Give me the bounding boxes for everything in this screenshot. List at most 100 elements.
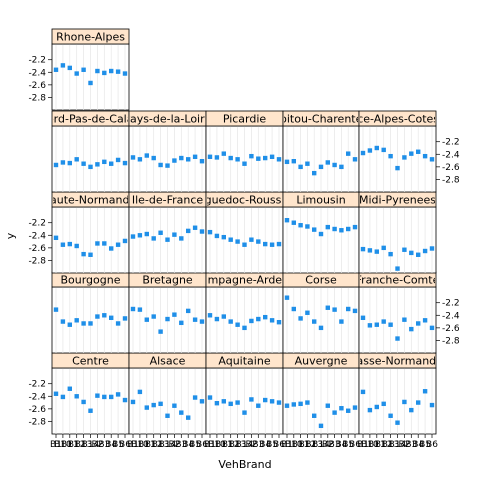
point-midi-pyrenees-B12: [381, 245, 386, 251]
x-tick-label-B2: B2: [168, 440, 180, 450]
y-tick-label: -2.4: [442, 150, 460, 160]
point-rhone-alpes-B2: [95, 68, 100, 74]
point-provence-alpes-cotes-dazur-B14: [395, 165, 400, 171]
x-tick-label-B12: B12: [375, 440, 393, 450]
panel-limousin: Limousin: [282, 191, 360, 274]
x-tick-label-B13: B13: [229, 440, 247, 450]
point-franche-comte-B4: [416, 321, 421, 326]
point-franche-comte-B12: [381, 319, 386, 324]
x-tick-label-B4: B4: [412, 440, 424, 450]
point-pays-de-la-loire-B12: [151, 155, 156, 161]
strip-label-alsace: Alsace: [150, 355, 186, 368]
point-franche-comte-B5: [422, 318, 428, 323]
point-pays-de-la-loire-B13: [158, 162, 163, 168]
x-tick-label-B1: B1: [281, 440, 293, 450]
point-champagne-ardenne-B2: [249, 318, 254, 324]
point-pays-de-la-loire-B3: [179, 155, 184, 161]
point-midi-pyrenees-B13: [388, 251, 393, 257]
y-tick-label: -2.6: [28, 81, 46, 91]
point-bourgogne-B14: [88, 321, 93, 326]
point-limousin-B5: [346, 226, 351, 232]
point-aquitaine-B12: [228, 401, 233, 407]
point-pays-de-la-loire-B11: [144, 153, 149, 158]
x-tick-label-B14: B14: [236, 440, 254, 450]
point-aquitaine-B13: [235, 400, 240, 405]
point-provence-alpes-cotes-dazur-B4: [416, 149, 421, 154]
point-languedoc-roussillon-B4: [263, 241, 268, 247]
point-alsace-B1: [130, 399, 136, 405]
y-tick-label: -2.8: [28, 417, 46, 427]
point-aquitaine-B2: [249, 397, 254, 402]
point-picardie-B4: [263, 155, 268, 161]
point-alsace-B3: [179, 410, 184, 415]
x-tick-label-B1: B1: [127, 440, 139, 450]
point-provence-alpes-cotes-dazur-B5: [422, 153, 428, 159]
point-corse-B2: [325, 305, 330, 310]
strip-label-picardie: Picardie: [223, 113, 267, 126]
point-languedoc-roussillon-B11: [221, 234, 226, 240]
panel-bretagne: Bretagne: [128, 271, 207, 354]
point-bourgogne-B13: [81, 321, 86, 326]
point-languedoc-roussillon-B3: [256, 239, 261, 244]
point-poitou-charentes-B11: [298, 164, 303, 170]
point-languedoc-roussillon-B1: [207, 229, 213, 235]
point-picardie-B12: [228, 155, 233, 161]
y-tick-label: -2.4: [28, 68, 46, 78]
y-tick-label: -2.2: [28, 56, 46, 66]
x-tick-label-B4: B4: [105, 440, 117, 450]
x-tick-label-B13: B13: [305, 440, 323, 450]
panel-picardie: Picardie: [205, 110, 284, 193]
point-poitou-charentes-B10: [291, 159, 296, 164]
point-haute-normandie-B10: [60, 242, 66, 247]
strip-label-champagne-ardenne: Champagne-Ardenne: [186, 274, 303, 287]
y-tick-label: -2.4: [28, 392, 46, 402]
point-poitou-charentes-B3: [332, 162, 337, 168]
point-picardie-B14: [242, 161, 247, 166]
point-alsace-B11: [144, 405, 149, 410]
point-champagne-ardenne-B10: [214, 316, 220, 322]
panel-aquitaine: Aquitaine: [205, 352, 284, 435]
panel-centre: Centre: [51, 352, 130, 435]
x-tick-label-B11: B11: [368, 440, 386, 450]
point-midi-pyrenees-B11: [374, 249, 379, 254]
strip-label-provence-alpes-cotes-dazur: Provence-Alpes-Cotes-Dazur: [320, 113, 476, 126]
point-ile-de-france-B2: [172, 232, 177, 237]
point-centre-B10: [60, 394, 66, 400]
y-tick-label: -2.2: [442, 138, 460, 148]
point-basse-normandie-B11: [374, 404, 379, 410]
point-alsace-B12: [151, 402, 156, 408]
panel-languedoc-roussillon: Languedoc-Roussillon: [205, 191, 284, 274]
y-tick-label: -2.6: [28, 244, 46, 254]
x-tick-label-B10: B10: [54, 440, 72, 450]
y-tick-label: -2.6: [28, 405, 46, 415]
point-pays-de-la-loire-B5: [192, 154, 198, 159]
point-rhone-alpes-B13: [81, 67, 86, 72]
point-aquitaine-B6: [276, 400, 282, 405]
point-auvergne-B2: [325, 403, 330, 408]
point-bretagne-B5: [192, 317, 198, 322]
point-rhone-alpes-B6: [122, 71, 128, 76]
point-poitou-charentes-B14: [318, 164, 324, 170]
y-tick-label: -2.6: [442, 324, 460, 334]
point-corse-B1: [284, 295, 290, 300]
point-languedoc-roussillon-B2: [249, 237, 254, 242]
point-bourgogne-B11: [67, 322, 72, 327]
point-picardie-B13: [235, 157, 240, 162]
point-auvergne-B3: [332, 410, 337, 415]
point-corse-B14: [318, 325, 324, 331]
x-tick-label-B14: B14: [159, 440, 177, 450]
point-auvergne-B5: [346, 408, 351, 413]
point-centre-B11: [67, 386, 72, 391]
point-pays-de-la-loire-B14: [165, 163, 170, 168]
point-ile-de-france-B13: [158, 230, 163, 235]
x-tick-label-B4: B4: [182, 440, 194, 450]
point-poitou-charentes-B6: [352, 157, 358, 162]
axes-layer: -2.2-2.4-2.6-2.8B1B10B11B12B13B14B2B3B4B…: [28, 56, 459, 450]
strip-label-bretagne: Bretagne: [142, 274, 193, 287]
point-bretagne-B13: [158, 329, 163, 334]
point-picardie-B10: [214, 155, 220, 160]
point-poitou-charentes-B13: [312, 170, 317, 176]
point-champagne-ardenne-B4: [263, 314, 268, 320]
x-tick-label-B12: B12: [222, 440, 240, 450]
point-alsace-B13: [158, 401, 163, 407]
